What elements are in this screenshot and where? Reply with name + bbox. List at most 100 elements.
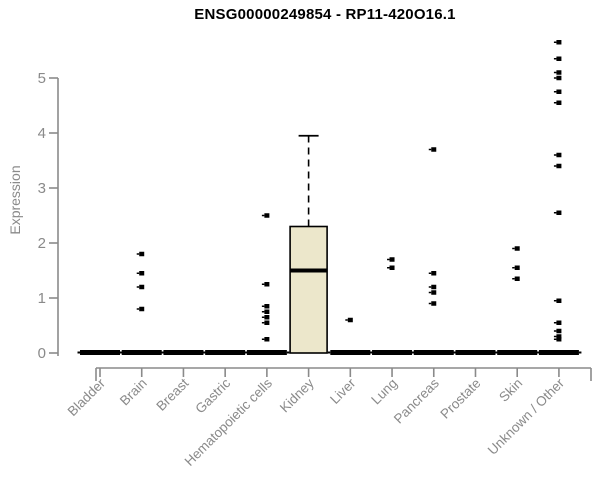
outlier-point-tick	[261, 283, 265, 285]
outlier-point-tick	[512, 247, 515, 250]
box-kidney	[289, 225, 328, 354]
x-tick-label: Lung	[368, 376, 400, 408]
outlier-point	[389, 265, 395, 270]
zero-bar-right-stub	[578, 351, 582, 354]
outlier-point	[264, 315, 270, 320]
outlier-point-tick	[512, 278, 515, 280]
outlier-point-tick	[261, 305, 265, 307]
zero-bar-left-stub	[494, 351, 498, 354]
outlier-point	[139, 271, 145, 276]
outlier-point-tick	[553, 91, 557, 93]
zero-bar	[80, 350, 120, 355]
outlier-point-tick	[345, 319, 348, 321]
outlier-point	[556, 70, 562, 75]
outlier-point-tick	[553, 154, 557, 156]
outlier-point-tick	[553, 330, 557, 332]
outlier-point-tick	[261, 214, 265, 217]
outlier-point	[347, 317, 353, 323]
outlier-point	[431, 271, 437, 276]
zero-bar-left-stub	[327, 351, 331, 354]
zero-bar-left-stub	[411, 351, 414, 354]
outlier-point-tick	[136, 286, 140, 288]
outlier-point-tick	[553, 300, 557, 302]
outlier-point-tick	[553, 335, 557, 338]
outlier-point-tick	[261, 316, 265, 318]
outlier-point	[139, 251, 145, 257]
x-tick-label: Liver	[327, 375, 359, 407]
zero-bar	[497, 350, 538, 355]
y-tick-label: 4	[38, 125, 46, 142]
zero-bar-left-stub	[244, 351, 247, 354]
outlier-point	[556, 320, 562, 325]
zero-bar-left-stub	[202, 351, 206, 354]
outlier-point	[264, 282, 270, 287]
zero-bar	[372, 350, 413, 355]
x-tick-label: Pancreas	[391, 375, 442, 426]
chart-title: ENSG00000249854 - RP11-420O16.1	[194, 6, 456, 23]
outlier-point-tick	[261, 322, 265, 324]
outlier-point	[264, 337, 270, 342]
zero-bar	[330, 350, 371, 355]
outlier-point	[514, 265, 520, 270]
outlier-point	[264, 304, 270, 309]
zero-bar-left-stub	[452, 351, 456, 354]
zero-bar	[455, 350, 496, 355]
outlier-point-tick	[428, 291, 432, 294]
outlier-point-tick	[387, 258, 390, 261]
zero-bar-left-stub	[119, 351, 122, 354]
outlier-point	[431, 147, 437, 152]
zero-bar-left-stub	[369, 351, 373, 354]
outlier-point	[556, 328, 562, 334]
outlier-point	[264, 309, 270, 314]
outlier-point	[389, 257, 395, 262]
outlier-point-tick	[553, 165, 557, 167]
outlier-point	[556, 298, 562, 303]
x-tick-label: Kidney	[277, 375, 317, 415]
outlier-point	[556, 75, 562, 81]
x-tick-label: Skin	[496, 376, 525, 405]
zero-bar	[413, 350, 454, 355]
outlier-point	[556, 337, 562, 342]
y-tick-label: 5	[38, 70, 46, 87]
outlier-point	[431, 290, 437, 295]
outlier-point-tick	[553, 41, 557, 43]
y-tick-label: 1	[38, 290, 46, 307]
outlier-point-tick	[553, 102, 557, 104]
y-tick-label: 0	[38, 345, 46, 362]
outlier-point-tick	[136, 253, 140, 255]
outlier-point-tick	[428, 148, 432, 151]
zero-bar	[205, 350, 246, 355]
outlier-point	[264, 320, 270, 325]
zero-bar-right-stub	[286, 351, 290, 354]
outlier-point-tick	[136, 272, 140, 274]
x-tick-label: Prostate	[437, 376, 483, 422]
y-tick-label: 3	[38, 180, 46, 197]
outlier-point	[556, 210, 562, 215]
outlier-point-tick	[428, 302, 432, 305]
outlier-point	[431, 284, 437, 290]
zero-bar	[121, 350, 162, 355]
outlier-point	[556, 100, 562, 105]
outlier-point-tick	[261, 338, 265, 340]
x-tick-label: Breast	[153, 375, 191, 413]
outlier-point-tick	[136, 308, 140, 310]
outlier-point-tick	[553, 58, 557, 60]
outlier-point	[139, 306, 145, 312]
outlier-point	[514, 246, 520, 251]
outlier-point	[556, 152, 562, 158]
outlier-point	[431, 301, 437, 306]
outlier-point	[556, 56, 562, 61]
zero-bar	[538, 350, 579, 355]
x-tick-label: Unknown / Other	[485, 375, 568, 458]
outlier-point	[556, 40, 562, 45]
outlier-point	[556, 334, 562, 339]
outlier-point-tick	[553, 77, 557, 79]
box-median	[290, 268, 328, 273]
zero-bar	[163, 350, 204, 355]
outlier-point-tick	[387, 267, 390, 269]
outlier-point	[514, 276, 520, 281]
outlier-point	[556, 163, 562, 169]
zero-bar-left-stub	[536, 351, 539, 354]
